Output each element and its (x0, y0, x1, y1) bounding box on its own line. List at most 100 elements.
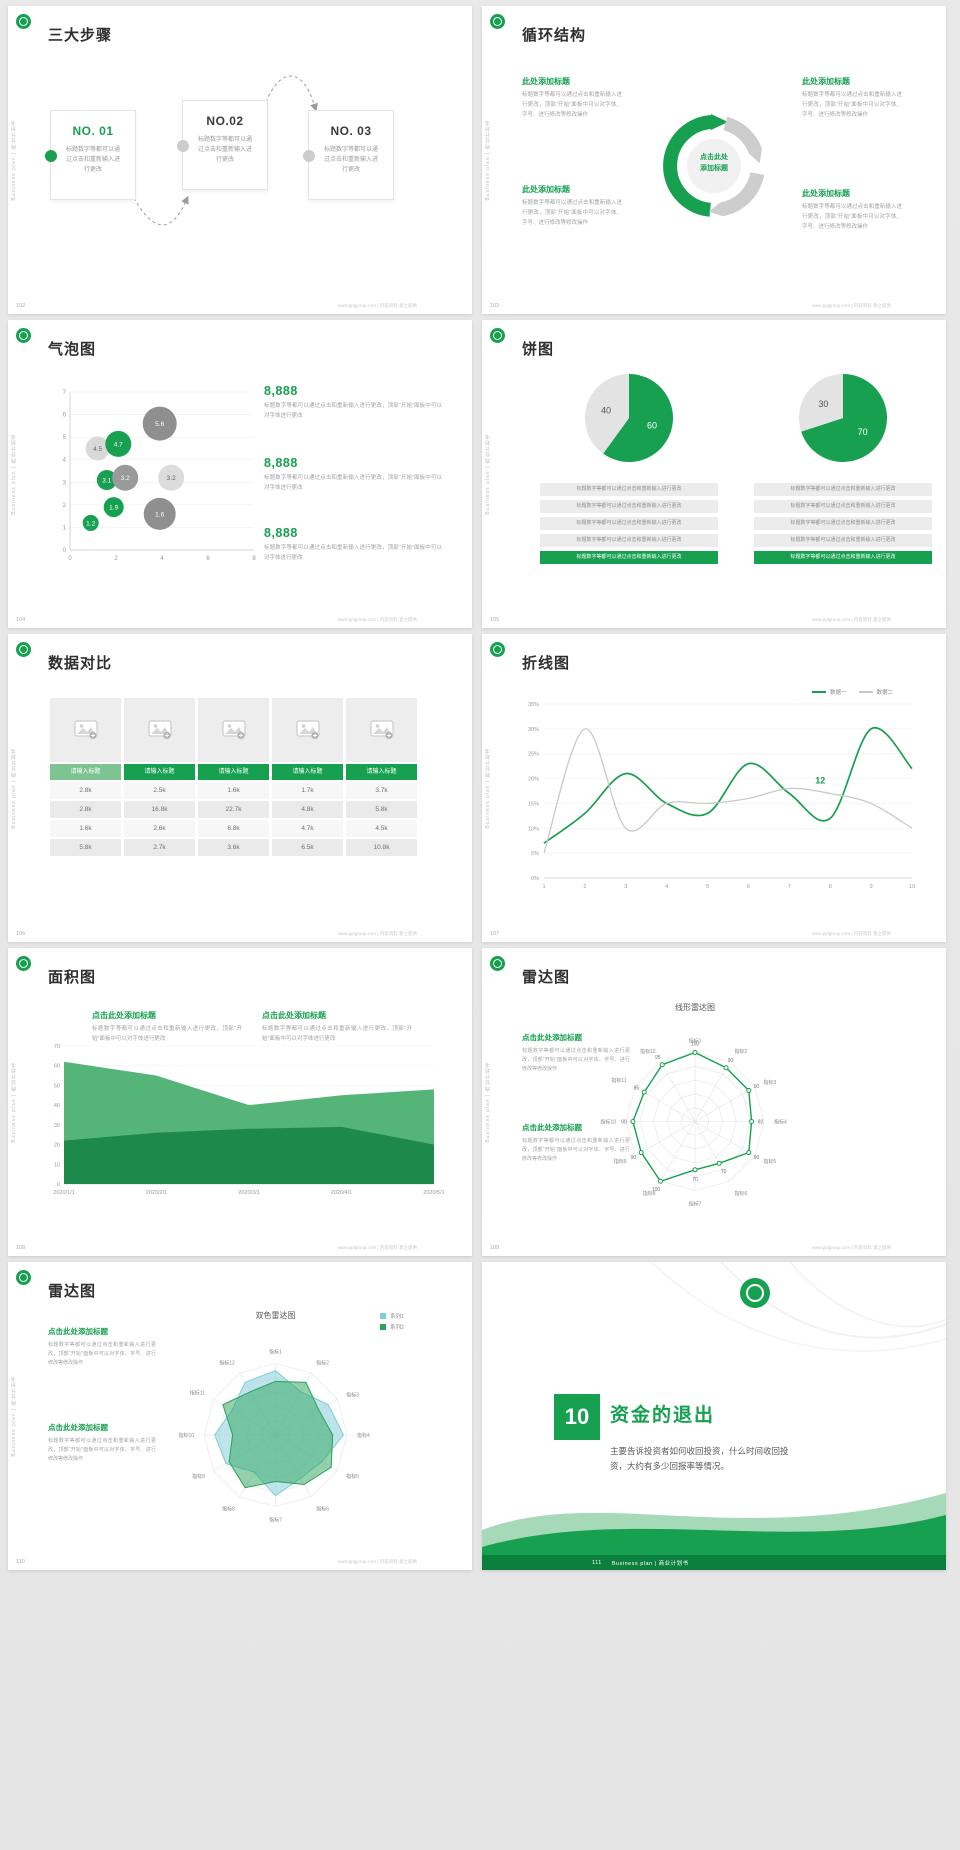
step-number: NO. 03 (330, 124, 372, 138)
radar-chart-subtitle: 双色雷达图 (255, 1311, 296, 1320)
legend-row: 标题数字等都可以通过点击和重新输入进行更改 (754, 483, 932, 496)
brand-logo-icon (16, 14, 31, 29)
slide-107-line-chart[interactable]: Business plan | 商业计划书 折线图 数据一 数据二 0% 5% 10… (482, 634, 946, 942)
slide-105-pie-charts[interactable]: Business plan | 商业计划书 饼图 60 40 70 30 标题数字等… (482, 320, 946, 628)
image-placeholder (198, 698, 269, 762)
block-body: 标题数字等都可以通过点击和重新输入进行更改，顶部“开始”面板中可以对字体进行更改 (92, 1026, 242, 1042)
slide-111-section-cover[interactable]: 10 资金的退出 主要告诉投资者如何收回投资，什么时间收回投资，大约有多少回报率… (482, 1262, 946, 1570)
table-cell: 1.6k (50, 820, 121, 837)
image-placeholder-icon (370, 720, 393, 740)
table-cell: 5.8k (50, 839, 121, 856)
legend-row: 标题数字等都可以通过点击和重新输入进行更改 (754, 517, 932, 530)
svg-text:指标1: 指标1 (269, 1349, 282, 1356)
page-number: 106 (16, 931, 26, 937)
svg-text:12: 12 (815, 776, 825, 786)
step-card-3: NO. 03 标题数字等都可以通过点击和重新输入进行更改 (303, 110, 394, 200)
svg-text:指标4: 指标4 (774, 1119, 787, 1126)
brand-logo-icon (16, 956, 31, 971)
svg-text:指标2: 指标2 (316, 1359, 329, 1366)
svg-text:2: 2 (114, 556, 118, 562)
svg-text:4: 4 (665, 884, 668, 890)
image-placeholder (50, 698, 121, 762)
svg-text:50: 50 (54, 1083, 60, 1089)
slide-title: 三大步骤 (48, 27, 113, 44)
svg-text:3.2: 3.2 (121, 475, 130, 482)
line-chart: 0% 5% 10% 15% 20% 25% 30% 35% 1 2 3 4 5 6 7 8 9 10 12 (518, 696, 922, 899)
svg-text:15%: 15% (528, 801, 539, 807)
chapter-body: 主要告诉投资者如何收回投资，什么时间收回投资，大约有多少回报率等情况。 (610, 1446, 789, 1471)
cycle-center-label: 点击此处添加标题 (700, 154, 728, 172)
slide-104-bubble-chart[interactable]: Business plan | 商业计划书 气泡图 0 1 2 3 4 5 6 7 0 2 4 6 8 4… (8, 320, 472, 628)
svg-text:0: 0 (57, 1182, 60, 1188)
slide-title: 雷达图 (522, 969, 571, 986)
svg-text:20%: 20% (528, 777, 539, 783)
line-radar-chart: 指标1 指标2 指标3 指标4 指标5 指标6 指标7 指标8 指标9 指标10 指标11 指标12 1… (600, 1012, 790, 1232)
step-card-1: NO. 01 标题数字等都可以通过点击和重新输入进行更改 (45, 110, 136, 200)
series2-swatch (380, 1324, 386, 1330)
slide-106-data-comparison[interactable]: Business plan | 商业计划书 数据对比 请输入标题 请输入标题 请… (8, 634, 472, 942)
svg-text:指标11: 指标11 (190, 1389, 205, 1396)
table-cell: 1.7k (272, 782, 343, 799)
table-cell: 1.6k (198, 782, 269, 799)
slide-110-two-color-radar[interactable]: Business plan | 商业计划书 雷达图 点击此处添加标题 标题数字等… (8, 1262, 472, 1570)
table-cell: 3.7k (346, 782, 417, 799)
slide-title: 折线图 (522, 655, 571, 672)
table-header-cell: 请输入标题 (50, 764, 121, 780)
page-number: 111 (592, 1559, 602, 1566)
svg-text:35%: 35% (528, 702, 539, 708)
svg-text:5.6: 5.6 (155, 421, 164, 428)
image-placeholder (272, 698, 343, 762)
svg-text:90: 90 (754, 1155, 760, 1161)
slide-footer-text: www.pptgroup.com | 内容资料 意之提供 (811, 931, 891, 936)
stat-body: 标题数字等都可以通过点击和重新输入进行更改，顶部“开始”面板中可以对字体进行更改 (264, 545, 442, 561)
svg-text:6: 6 (206, 556, 210, 562)
stat-block-3: 8,888 标题数字等都可以通过点击和重新输入进行更改，顶部“开始”面板中可以对… (264, 526, 442, 564)
block-heading: 点击此处添加标题 (48, 1423, 108, 1432)
svg-text:0: 0 (68, 556, 72, 562)
block-body: 标题数字等都可以通过点击和重新输入进行更改，顶部“开始”面板中可以对字体、字号、… (522, 92, 622, 118)
sidebar-vertical-label: Business plan | 商业计划书 (485, 1061, 491, 1143)
step-accent-dot (303, 150, 315, 162)
svg-text:30: 30 (54, 1123, 60, 1129)
svg-text:95: 95 (655, 1055, 661, 1061)
image-placeholder-icon (74, 720, 97, 740)
svg-text:指标7: 指标7 (269, 1517, 282, 1524)
block-heading: 点击此处添加标题 (48, 1327, 108, 1336)
svg-text:指标3: 指标3 (763, 1079, 776, 1086)
radar-chart-subtitle: 线形雷达图 (675, 1003, 715, 1012)
brand-logo-icon (490, 14, 505, 29)
table-cell: 6.8k (198, 820, 269, 837)
block-heading: 此处添加标题 (802, 189, 850, 198)
slide-103-cycle-structure[interactable]: Business plan | 商业计划书 循环结构 点击此处添加标题 此处添加… (482, 6, 946, 314)
sidebar-vertical-label: Business plan | 商业计划书 (485, 433, 491, 515)
page-number: 107 (490, 931, 500, 937)
slide-102-three-steps[interactable]: Business plan | 商业计划书 三大步骤 NO. 01 标题数字等都… (8, 6, 472, 314)
svg-text:1.2: 1.2 (86, 520, 95, 527)
slide-title: 循环结构 (522, 27, 587, 44)
svg-text:2020/4/1: 2020/4/1 (331, 1190, 352, 1196)
brand-logo-icon (16, 642, 31, 657)
stat-body: 标题数字等都可以通过点击和重新输入进行更改，顶部“开始”面板中可以对字体进行更改 (264, 475, 442, 491)
legend-label: 数据二 (876, 690, 894, 696)
slide-109-line-radar[interactable]: Business plan | 商业计划书 雷达图 点击此处添加标题 标题数字等… (482, 948, 946, 1256)
table-cell: 16.8k (124, 801, 195, 818)
svg-text:指标5: 指标5 (763, 1158, 776, 1165)
svg-text:10%: 10% (528, 826, 539, 832)
svg-text:6: 6 (747, 884, 750, 890)
background-curves-decoration (650, 1262, 946, 1352)
svg-text:70: 70 (692, 1177, 698, 1183)
svg-text:指标2: 指标2 (735, 1048, 748, 1055)
block-heading: 点击此处添加标题 (522, 1033, 582, 1042)
brand-logo-icon (740, 1278, 770, 1308)
filled-radar-chart: 指标1 指标2 指标3 指标4 指标5 指标6 指标7 指标8 指标9 指标10 指标11 指标12 (178, 1324, 373, 1547)
svg-text:2: 2 (63, 503, 67, 509)
stat-block-1: 8,888 标题数字等都可以通过点击和重新输入进行更改，顶部“开始”面板中可以对… (264, 384, 442, 422)
svg-text:3.1: 3.1 (102, 477, 111, 484)
slide-title: 饼图 (522, 341, 555, 358)
series1-line-swatch (812, 691, 826, 693)
table-cell: 22.7k (198, 801, 269, 818)
series1-swatch (380, 1313, 386, 1319)
slide-108-area-chart[interactable]: Business plan | 商业计划书 面积图 点击此处添加标题 标题数字等… (8, 948, 472, 1256)
legend-row: 标题数字等都可以通过点击和重新输入进行更改 (754, 500, 932, 513)
cycle-arrows-diagram (663, 114, 765, 217)
